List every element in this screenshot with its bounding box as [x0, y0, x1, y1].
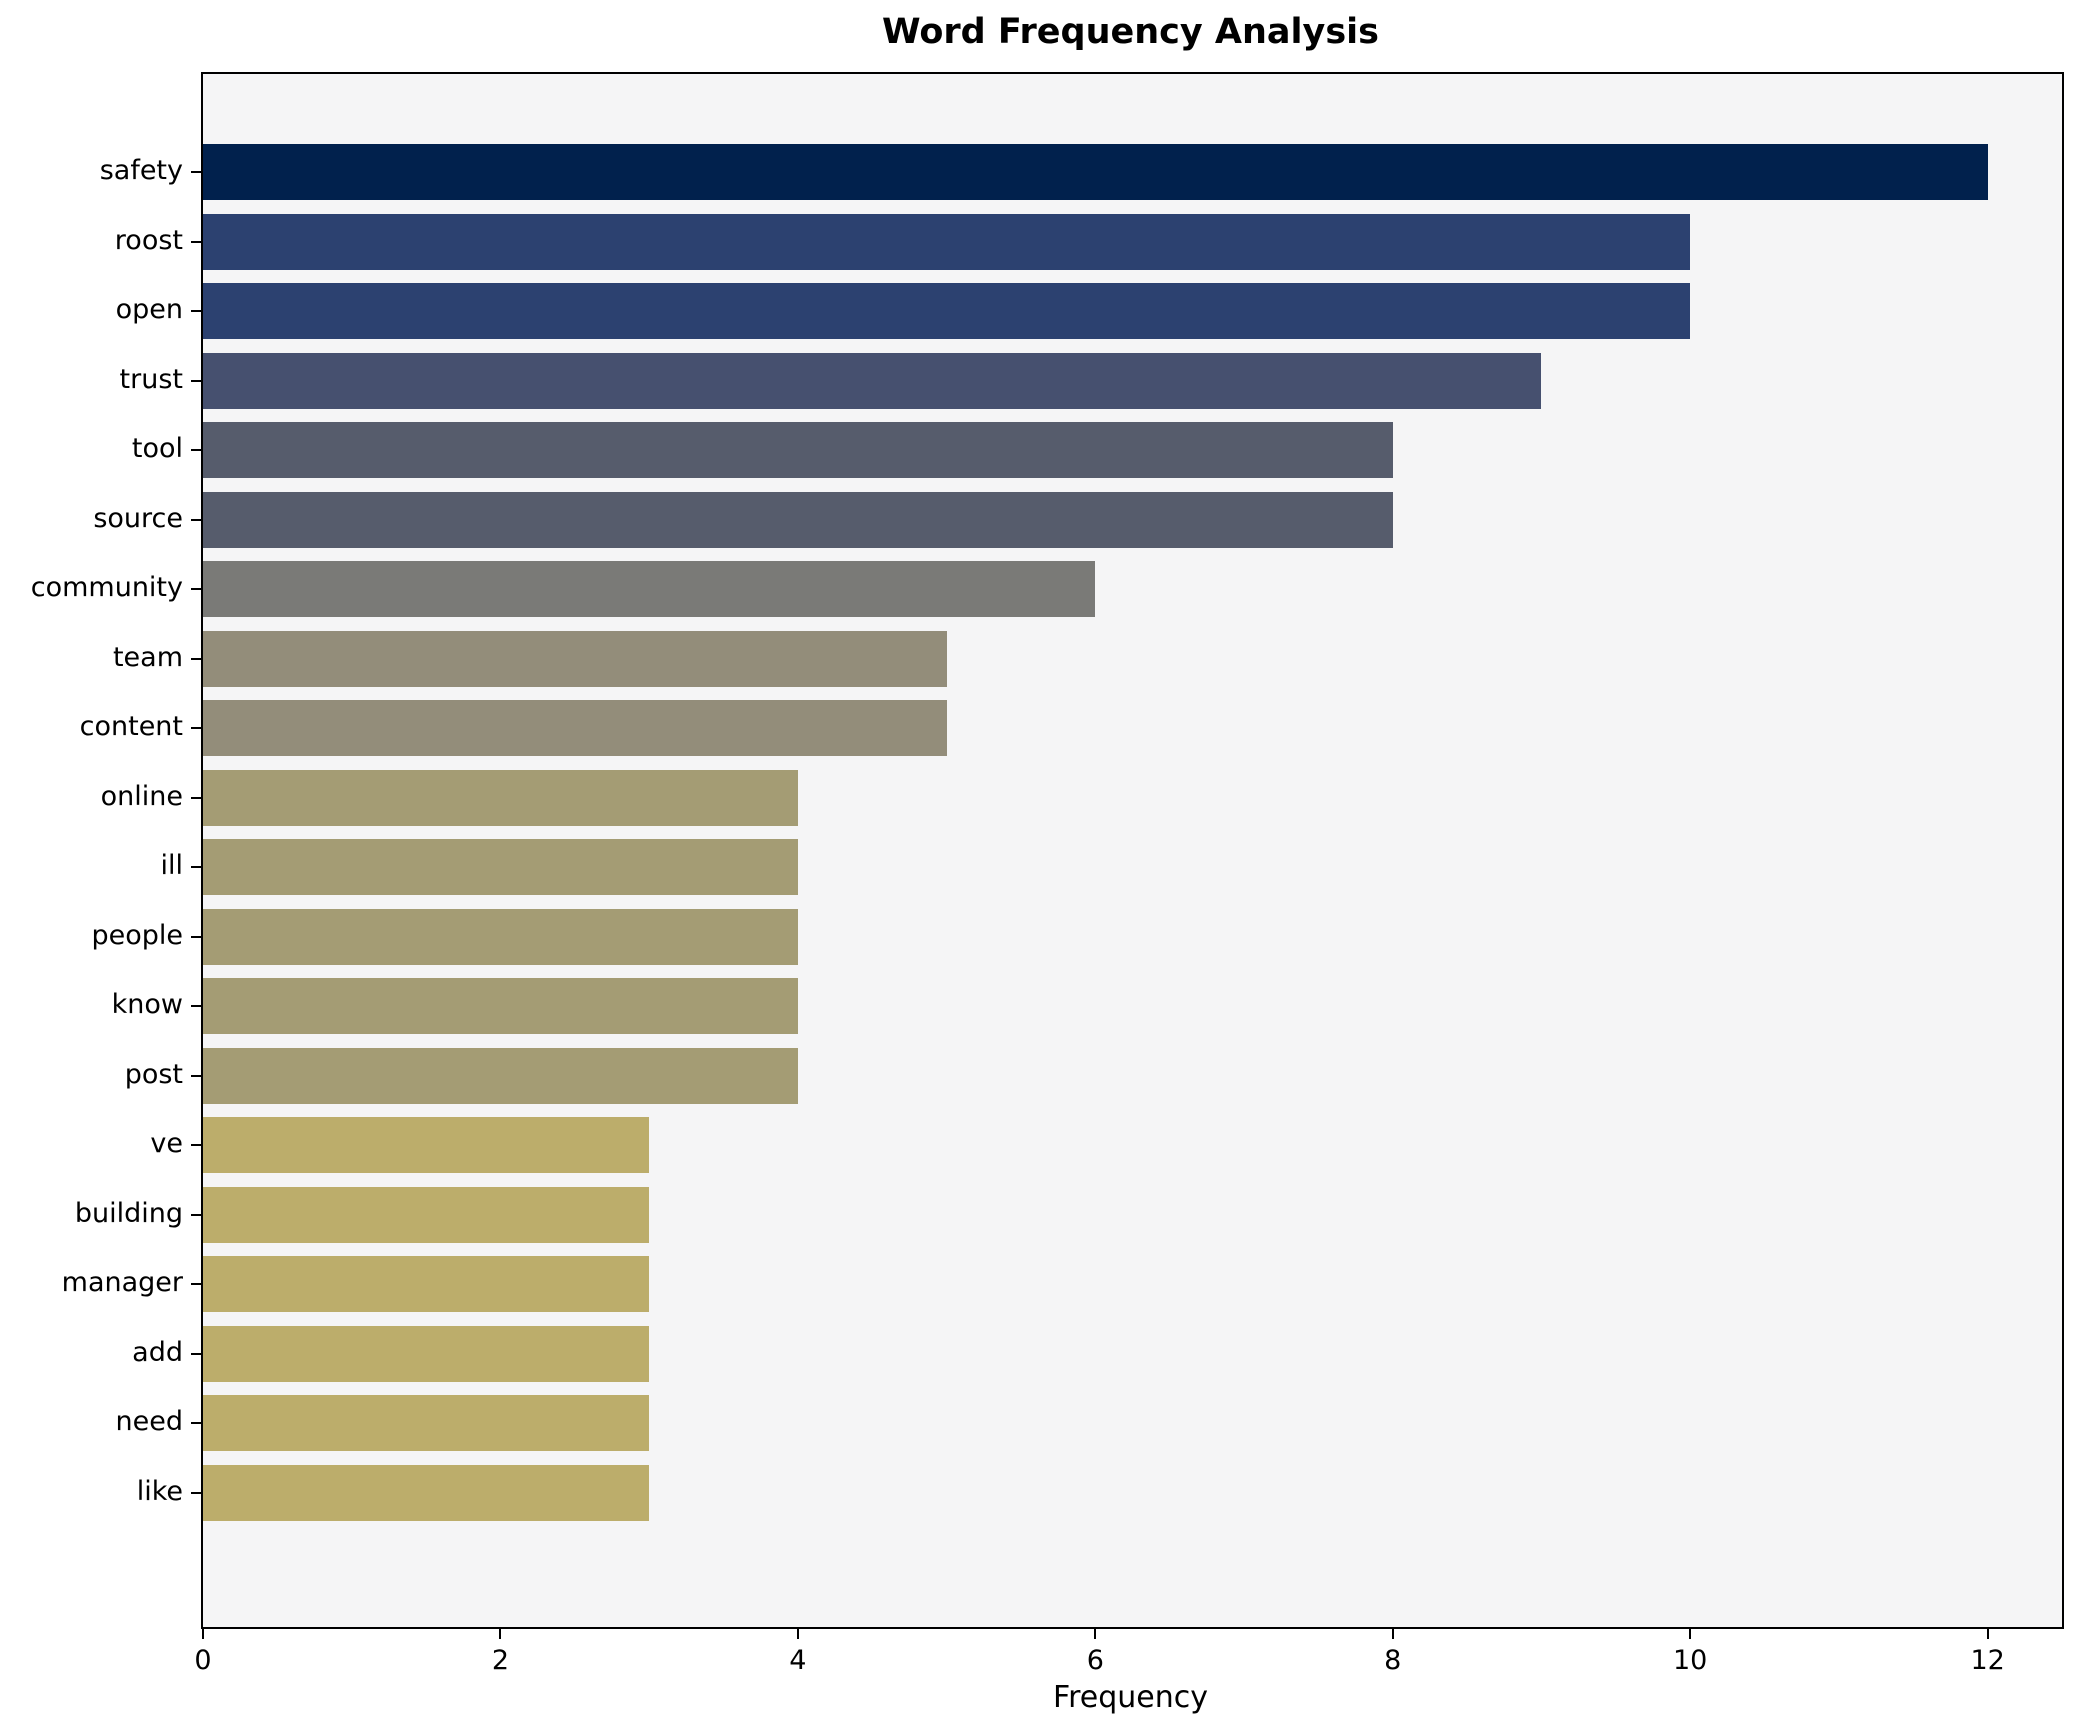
bar-trust: [203, 352, 1542, 409]
y-tick-mark: [191, 866, 201, 868]
y-tick-mark: [191, 1005, 201, 1007]
y-tick-mark: [191, 796, 201, 799]
y-tick-mark: [191, 449, 201, 451]
bar-open: [203, 283, 1691, 339]
y-tick-label: tool: [131, 433, 183, 464]
y-tick-label: ve: [150, 1128, 183, 1159]
bar-know: [203, 978, 798, 1034]
plot-area: [201, 72, 2064, 1629]
y-tick-mark: [191, 588, 201, 590]
x-tick-mark: [796, 1629, 799, 1639]
bar-like: [203, 1464, 650, 1521]
y-tick-label: trust: [119, 363, 183, 395]
y-tick-label: building: [74, 1197, 183, 1229]
bar-community: [203, 561, 1096, 617]
y-tick-label: like: [136, 1475, 183, 1507]
y-tick-label: community: [30, 572, 183, 603]
y-tick-mark: [191, 935, 201, 938]
x-tick-mark: [1391, 1629, 1394, 1639]
bar-content: [203, 700, 947, 756]
y-tick-label: need: [115, 1406, 183, 1437]
y-tick-mark: [191, 1144, 201, 1146]
y-tick-label: source: [93, 502, 183, 534]
y-tick-mark: [191, 1074, 201, 1077]
x-tick-label: 8: [1384, 1645, 1402, 1676]
bar-tool: [203, 422, 1393, 478]
y-tick-label: people: [91, 919, 183, 951]
x-tick-label: 6: [1086, 1645, 1104, 1676]
y-tick-mark: [191, 171, 201, 173]
x-tick-label: 2: [491, 1645, 510, 1676]
y-tick-label: safety: [99, 155, 183, 186]
y-tick-label: ill: [160, 850, 183, 881]
y-tick-label: manager: [61, 1267, 183, 1298]
bar-building: [203, 1186, 650, 1243]
bar-people: [203, 908, 798, 965]
x-tick-label: 0: [194, 1645, 212, 1676]
y-tick-mark: [191, 379, 201, 382]
y-tick-mark: [191, 1213, 201, 1216]
y-tick-mark: [191, 310, 201, 312]
x-axis-label: Frequency: [1053, 1680, 1208, 1715]
x-tick-label: 4: [789, 1645, 807, 1676]
y-tick-label: team: [112, 641, 183, 673]
y-tick-label: add: [132, 1336, 183, 1368]
x-tick-mark: [1094, 1629, 1097, 1639]
x-tick-mark: [1986, 1629, 1989, 1639]
y-tick-label: open: [115, 294, 183, 325]
y-tick-mark: [191, 240, 201, 243]
y-tick-mark: [191, 657, 201, 660]
x-tick-label: 12: [1970, 1645, 2005, 1676]
bar-safety: [203, 144, 1988, 200]
y-tick-label: online: [100, 780, 183, 812]
x-tick-mark: [1689, 1629, 1692, 1639]
bar-add: [203, 1325, 650, 1382]
x-tick-mark: [202, 1629, 204, 1639]
bar-manager: [203, 1256, 650, 1312]
bar-source: [203, 491, 1393, 548]
chart-title: Word Frequency Analysis: [881, 12, 1380, 52]
x-tick-label: 10: [1673, 1645, 1708, 1676]
y-tick-label: content: [79, 711, 183, 742]
y-tick-label: roost: [114, 224, 183, 256]
bar-roost: [203, 213, 1691, 270]
y-tick-label: know: [111, 989, 183, 1020]
y-tick-mark: [191, 1491, 201, 1494]
y-tick-mark: [191, 1352, 201, 1355]
bar-need: [203, 1395, 650, 1451]
bar-online: [203, 769, 798, 826]
y-tick-label: post: [124, 1058, 183, 1090]
y-tick-mark: [191, 727, 201, 729]
bar-ve: [203, 1117, 650, 1173]
y-tick-mark: [191, 1283, 201, 1285]
y-tick-mark: [191, 1422, 201, 1424]
bar-team: [203, 630, 947, 687]
bar-post: [203, 1047, 798, 1104]
bar-ill: [203, 839, 798, 895]
x-tick-mark: [499, 1629, 502, 1639]
y-tick-mark: [191, 518, 201, 521]
